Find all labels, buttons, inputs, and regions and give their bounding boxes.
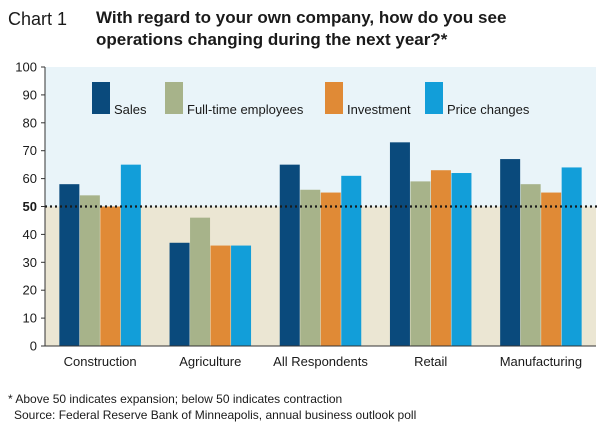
bar-price-changes-agriculture	[231, 245, 252, 346]
legend-label: Full-time employees	[187, 102, 304, 117]
bar-price-changes-retail	[451, 173, 472, 346]
bar-sales-agriculture	[169, 242, 190, 346]
bar-investment-all-respondents	[320, 192, 341, 346]
bar-full-time-employees-agriculture	[190, 217, 211, 346]
bar-full-time-employees-retail	[410, 181, 431, 346]
legend-swatch-full-time-employees	[165, 82, 183, 114]
bar-sales-construction	[59, 184, 80, 346]
bar-full-time-employees-construction	[79, 195, 100, 346]
footnote-expansion: * Above 50 indicates expansion; below 50…	[8, 392, 343, 406]
y-ticks: 0 10 20 30 40 50 60 70 80 90 100	[15, 60, 45, 354]
chart-title: With regard to your own company, how do …	[96, 8, 507, 49]
y-tick-label: 80	[23, 115, 37, 130]
bar-price-changes-manufacturing	[561, 167, 582, 346]
x-tick-label: Agriculture	[179, 354, 241, 369]
bar-investment-manufacturing	[541, 192, 562, 346]
y-tick-label: 30	[23, 255, 37, 270]
bar-sales-retail	[389, 142, 410, 346]
y-tick-label: 60	[23, 171, 37, 186]
x-tick-label: Retail	[414, 354, 447, 369]
legend-label: Price changes	[447, 102, 530, 117]
y-tick-label: 90	[23, 87, 37, 102]
y-tick-label: 100	[15, 60, 37, 75]
footnote-source: Source: Federal Reserve Bank of Minneapo…	[14, 408, 417, 422]
x-tick-label: Construction	[64, 354, 137, 369]
bar-sales-all-respondents	[279, 164, 300, 346]
bar-full-time-employees-manufacturing	[520, 184, 541, 346]
y-tick-label: 70	[23, 143, 37, 158]
bar-investment-retail	[430, 170, 451, 346]
legend-label: Investment	[347, 102, 411, 117]
legend-swatch-price-changes	[425, 82, 443, 114]
bar-price-changes-construction	[120, 164, 141, 346]
y-tick-label: 40	[23, 227, 37, 242]
chart-number: Chart 1	[8, 9, 68, 29]
y-tick-label: 20	[23, 283, 37, 298]
legend-swatch-sales	[92, 82, 110, 114]
y-tick-label: 0	[30, 339, 37, 354]
legend-label: Sales	[114, 102, 147, 117]
bar-full-time-employees-all-respondents	[300, 189, 321, 346]
x-tick-label: All Respondents	[273, 354, 368, 369]
bar-investment-construction	[100, 206, 121, 346]
x-ticks: Construction Agriculture All Respondents Re…	[64, 354, 582, 369]
legend-swatch-investment	[325, 82, 343, 114]
legend: Sales Full-time employees Investment Price …	[92, 82, 530, 117]
bar-sales-manufacturing	[500, 159, 521, 346]
y-tick-label: 10	[23, 311, 37, 326]
bar-price-changes-all-respondents	[341, 175, 362, 346]
bar-investment-agriculture	[210, 245, 231, 346]
x-tick-label: Manufacturing	[500, 354, 582, 369]
y-tick-label: 50	[23, 199, 37, 214]
bars	[59, 142, 582, 346]
